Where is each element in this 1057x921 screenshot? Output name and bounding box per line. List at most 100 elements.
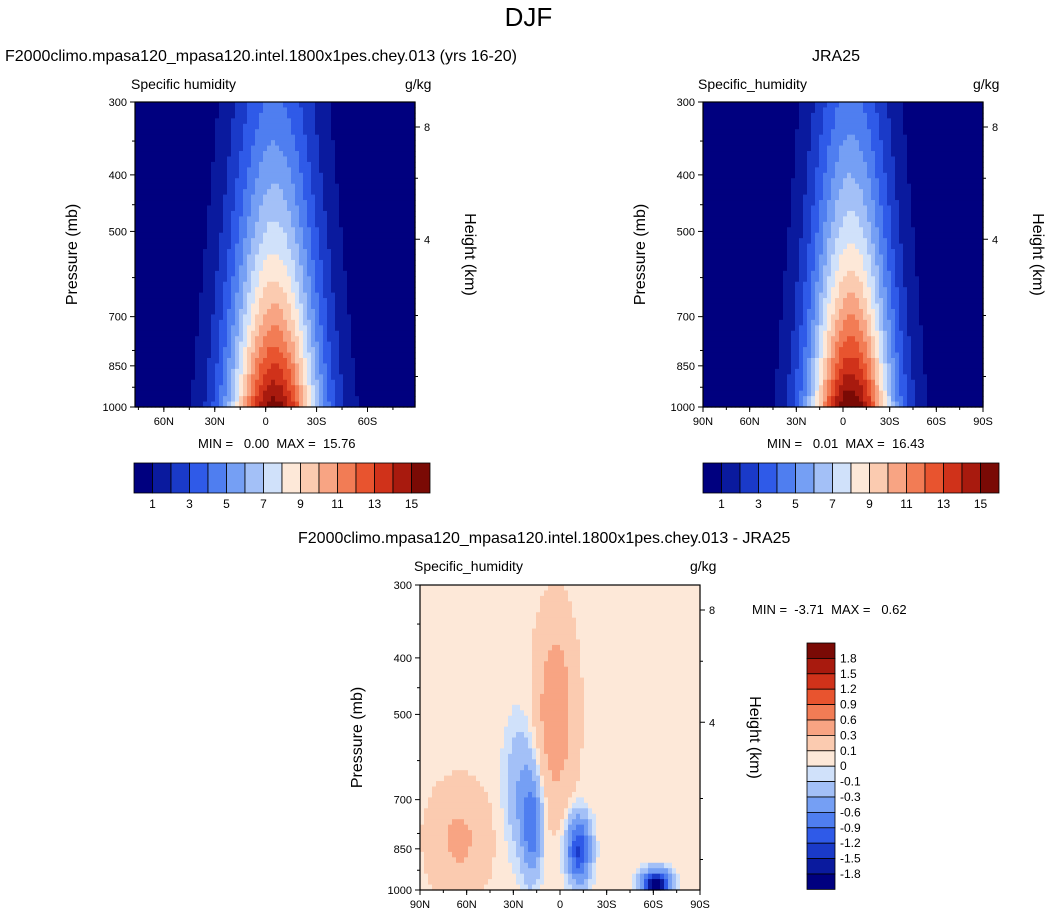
- field-cell: [147, 357, 152, 365]
- field-cell: [135, 390, 140, 397]
- field-cell: [703, 298, 708, 305]
- field-cell: [195, 194, 200, 201]
- field-cell: [315, 189, 320, 196]
- field-cell: [271, 336, 276, 343]
- field-cell: [263, 254, 268, 261]
- field-cell: [347, 385, 352, 392]
- field-cell: [315, 385, 320, 392]
- field-cell: [331, 172, 336, 179]
- field-cell: [283, 112, 288, 119]
- field-cell: [143, 357, 148, 365]
- field-cell: [179, 118, 184, 125]
- field-cell: [379, 374, 384, 381]
- field-cell: [723, 151, 728, 158]
- field-cell: [363, 385, 368, 392]
- field-cell: [731, 259, 736, 266]
- field-cell: [351, 183, 356, 190]
- field-cell: [155, 221, 160, 228]
- field-cell: [239, 292, 244, 299]
- field-cell: [303, 156, 308, 163]
- field-cell: [199, 129, 204, 136]
- field-cell: [187, 287, 192, 294]
- field-cell: [771, 178, 776, 185]
- field-cell: [167, 314, 172, 321]
- field-cell: [311, 112, 316, 119]
- field-cell: [235, 314, 240, 321]
- field-cell: [299, 385, 304, 392]
- field-cell: [167, 249, 172, 256]
- field-cell: [727, 140, 732, 147]
- field-cell: [371, 303, 376, 310]
- field-cell: [403, 265, 408, 272]
- field-cell: [323, 172, 328, 179]
- field-cell: [295, 298, 300, 305]
- field-cell: [191, 123, 196, 130]
- field-cell: [375, 330, 380, 337]
- field-cell: [135, 325, 140, 332]
- field-cell: [399, 341, 404, 348]
- field-cell: [199, 145, 204, 152]
- field-cell: [287, 390, 292, 397]
- field-cell: [367, 259, 372, 266]
- field-cell: [167, 368, 172, 375]
- field-cell: [727, 145, 732, 152]
- field-cell: [143, 319, 148, 326]
- field-cell: [283, 107, 288, 114]
- field-cell: [239, 396, 244, 403]
- field-cell: [731, 287, 736, 294]
- field-cell: [747, 140, 752, 147]
- field-cell: [363, 221, 368, 228]
- field-cell: [283, 281, 288, 288]
- field-cell: [355, 178, 360, 185]
- field-cell: [739, 325, 744, 332]
- field-cell: [239, 156, 244, 163]
- colorbar-swatch: [337, 462, 357, 494]
- field-cell: [207, 112, 212, 119]
- field-cell: [303, 336, 308, 343]
- field-cell: [319, 390, 324, 397]
- field-cell: [399, 210, 404, 217]
- field-cell: [279, 216, 284, 223]
- field-cell: [323, 265, 328, 272]
- field-cell: [203, 270, 208, 277]
- field-cell: [247, 178, 252, 185]
- field-cell: [343, 276, 348, 283]
- field-cell: [703, 374, 708, 381]
- field-cell: [211, 107, 216, 114]
- field-cell: [287, 287, 292, 294]
- field-cell: [207, 352, 212, 359]
- field-cell: [743, 238, 748, 245]
- field-cell: [179, 396, 184, 403]
- field-cell: [199, 336, 204, 343]
- field-cell: [207, 129, 212, 136]
- field-cell: [355, 167, 360, 174]
- field-cell: [167, 205, 172, 212]
- field-cell: [707, 140, 712, 147]
- field-cell: [279, 325, 284, 332]
- field-cell: [271, 379, 276, 386]
- field-cell: [763, 347, 768, 354]
- field-cell: [363, 238, 368, 245]
- field-cell: [751, 183, 756, 190]
- field-cell: [255, 314, 260, 321]
- field-cell: [223, 134, 228, 141]
- field-cell: [315, 243, 320, 250]
- field-cell: [191, 390, 196, 397]
- field-cell: [191, 145, 196, 152]
- field-cell: [283, 134, 288, 141]
- field-cell: [407, 189, 412, 196]
- field-cell: [771, 145, 776, 152]
- field-cell: [751, 281, 756, 288]
- field-cell: [355, 221, 360, 228]
- field-cell: [175, 183, 180, 190]
- field-cell: [159, 379, 164, 386]
- field-cell: [207, 265, 212, 272]
- field-cell: [171, 194, 176, 201]
- field-cell: [231, 216, 236, 223]
- field-cell: [355, 314, 360, 321]
- field-cell: [263, 210, 268, 217]
- field-cell: [319, 183, 324, 190]
- field-cell: [147, 363, 152, 370]
- field-cell: [319, 238, 324, 245]
- field-cell: [743, 156, 748, 163]
